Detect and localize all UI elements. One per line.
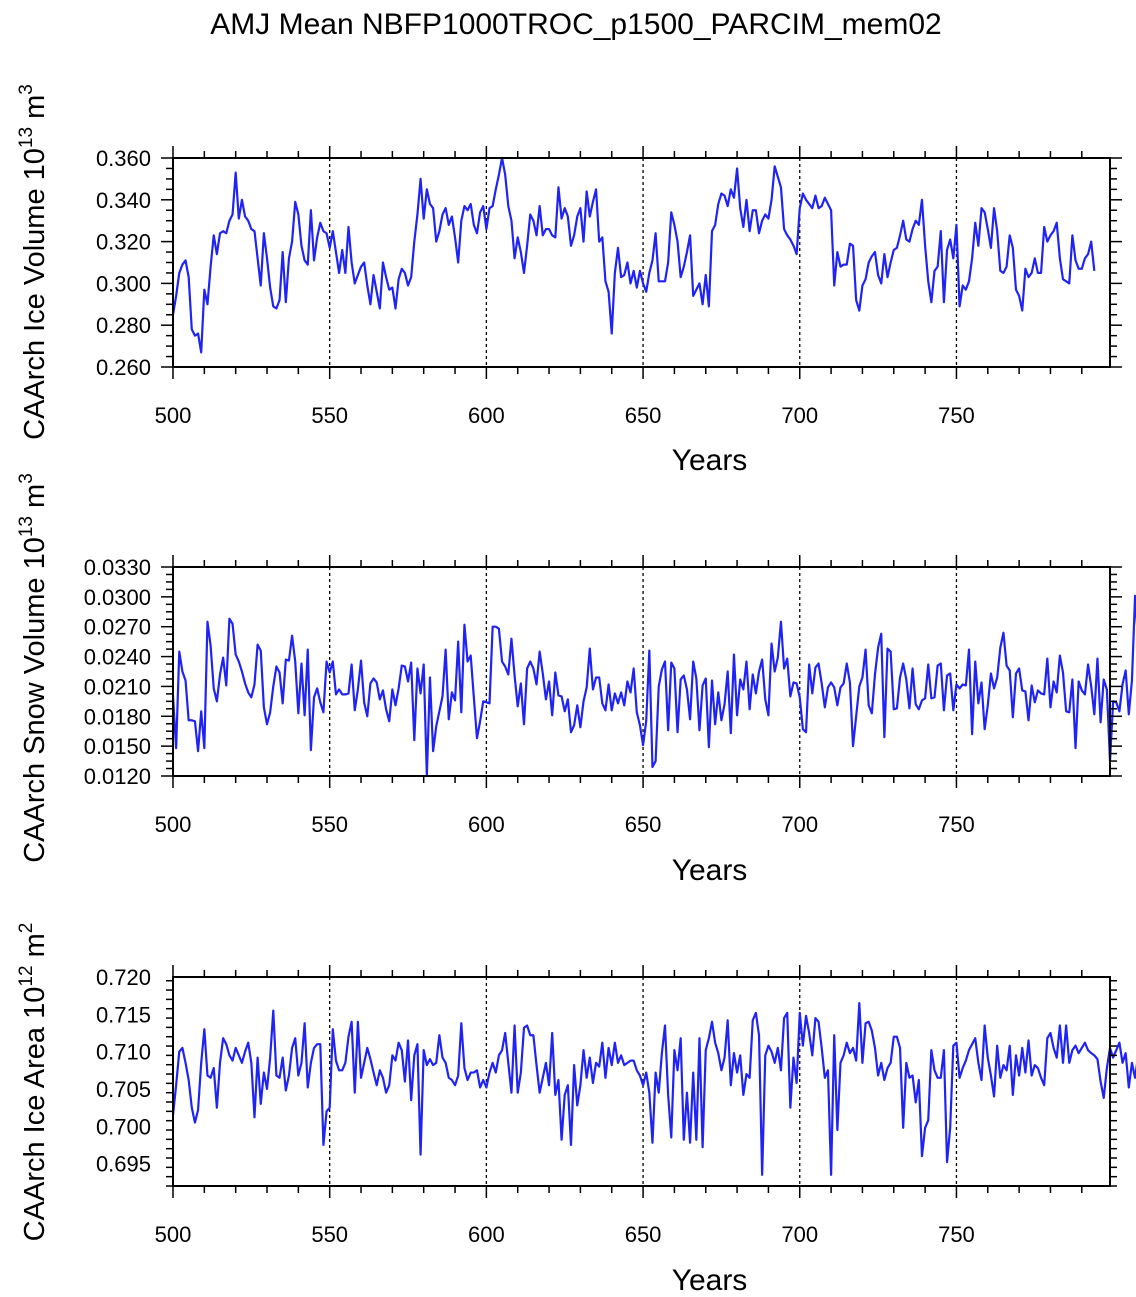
y-tick-label: 0.300 [96,271,151,296]
y-tick-label: 0.360 [96,146,151,171]
x-tick-label: 700 [781,1222,818,1247]
x-tick-label: 650 [625,1222,662,1247]
y-tick-label: 0.320 [96,230,151,255]
x-tick-label: 550 [311,403,348,428]
x-axis-label: Years [672,444,748,477]
y-tick-label: 0.695 [96,1152,151,1177]
x-tick-label: 600 [468,812,505,837]
chart-panel-3: 500 550 600 650 700 750 0.695 0.700 0.705 0.710 0.… [16,923,1136,1297]
x-tick-label: 650 [625,812,662,837]
y-tick-label: 0.0300 [84,585,151,610]
chart-panel-2: 500 550 600 650 700 750 0.0120 0.0150 0.0180 0.02… [16,473,1136,887]
series-line [171,156,1096,354]
y-tick-label: 0.260 [96,355,151,380]
x-tick-label: 600 [468,403,505,428]
x-tick-label: 750 [938,403,975,428]
y-tick-label: 0.0240 [84,645,151,670]
y-tick-label: 0.0180 [84,704,151,729]
y-tick-label: 0.705 [96,1077,151,1102]
series-line [171,594,1136,778]
series-line [171,1002,1136,1176]
y-tick-label: 0.340 [96,188,151,213]
x-tick-label: 750 [938,1222,975,1247]
plot-frame [172,976,1111,1187]
y-tick-label: 0.280 [96,313,151,338]
y-tick-label: 0.0270 [84,615,151,640]
y-tick-label: 0.715 [96,1002,151,1027]
y-axis-label: CAArch Ice Area 1012 m2 [16,923,51,1242]
y-axis-label: CAArch Snow Volume 1013 m3 [16,473,51,863]
chart-panel-1: 500 550 600 650 700 750 0.260 0.280 0.300 0.320 0.… [16,84,1122,477]
plot-frame [172,157,1111,368]
x-tick-label: 600 [468,1222,505,1247]
x-tick-label: 550 [311,1222,348,1247]
x-tick-label: 500 [155,812,192,837]
chart-title: AMJ Mean NBFP1000TROC_p1500_PARCIM_mem02 [210,8,941,41]
x-tick-label: 700 [781,812,818,837]
x-tick-label: 650 [625,403,662,428]
y-tick-label: 0.0210 [84,674,151,699]
x-tick-label: 500 [155,403,192,428]
y-tick-label: 0.700 [96,1114,151,1139]
y-tick-label: 0.720 [96,965,151,990]
x-tick-label: 750 [938,812,975,837]
y-tick-label: 0.0330 [84,555,151,580]
x-axis-label: Years [672,1264,748,1297]
panels: 500 550 600 650 700 750 0.260 0.280 0.300 0.320 0.… [16,84,1136,1297]
x-tick-label: 500 [155,1222,192,1247]
y-axis-label: CAArch Ice Volume 1013 m3 [16,84,51,440]
y-tick-label: 0.710 [96,1040,151,1065]
x-tick-label: 550 [311,812,348,837]
x-axis-label: Years [672,854,748,887]
y-tick-label: 0.0150 [84,734,151,759]
x-tick-label: 700 [781,403,818,428]
y-tick-label: 0.0120 [84,764,151,789]
